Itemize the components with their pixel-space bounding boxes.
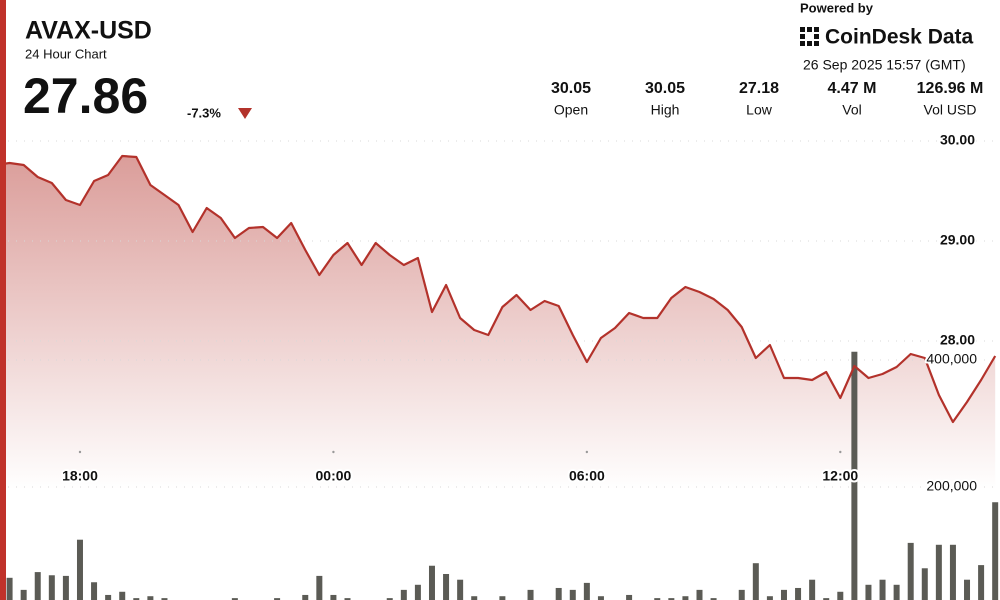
volume-bar bbox=[710, 598, 717, 600]
x-tick bbox=[332, 450, 335, 454]
volume-bar bbox=[119, 591, 126, 600]
volume-bar bbox=[837, 591, 844, 600]
volume-bar bbox=[879, 579, 886, 600]
price-area bbox=[0, 156, 996, 600]
volume-bar bbox=[147, 596, 154, 600]
volume-bar bbox=[696, 589, 703, 600]
volume-bar bbox=[330, 594, 337, 600]
change: -7.3% bbox=[187, 105, 221, 120]
volume-bar bbox=[978, 565, 985, 600]
volume-bar bbox=[766, 596, 773, 600]
volume-bar bbox=[20, 589, 27, 600]
y-tick-label: 30.00 bbox=[940, 132, 975, 148]
x-tick bbox=[78, 450, 82, 454]
accent-strip bbox=[0, 0, 6, 600]
volume-bar bbox=[583, 582, 590, 600]
stat-label: Vol USD bbox=[924, 102, 977, 118]
volume-bar bbox=[400, 589, 407, 600]
volume-bar bbox=[921, 568, 928, 600]
volume-bar bbox=[935, 544, 942, 600]
volume-bar bbox=[48, 575, 55, 600]
plot: 18:00 00:00 06:00 12:00 28.00 29.00 30.00 200,0… bbox=[0, 130, 1000, 600]
stat-value: 4.47 M bbox=[828, 80, 877, 97]
volume-bar bbox=[893, 584, 900, 600]
x-tick-label: 18:00 bbox=[62, 468, 98, 484]
volume-bar bbox=[780, 589, 787, 600]
volume-bar bbox=[682, 596, 689, 600]
y-tick-label: 29.00 bbox=[940, 232, 975, 248]
volume-bar bbox=[6, 577, 13, 600]
volume-bar bbox=[302, 594, 309, 600]
volume-bar bbox=[386, 598, 393, 600]
volume-bar bbox=[668, 598, 675, 600]
volume-bar bbox=[344, 598, 351, 600]
down-arrow bbox=[238, 108, 252, 119]
volume-bar bbox=[626, 594, 633, 600]
brand: CoinDesk Data bbox=[825, 26, 974, 49]
price: 27.86 bbox=[23, 68, 148, 124]
stats: 30.05 Open 30.05 High 27.18 Low 4.47 M Vol 126.9… bbox=[551, 80, 983, 117]
volume-bar bbox=[964, 579, 971, 600]
stat-value: 30.05 bbox=[645, 80, 685, 97]
y2-tick-label: 200,000 bbox=[926, 478, 977, 494]
volume-bar bbox=[597, 596, 604, 600]
stat-value: 27.18 bbox=[739, 80, 779, 97]
volume-bar bbox=[499, 596, 506, 600]
x-tick bbox=[839, 450, 842, 454]
volume-bar bbox=[414, 584, 421, 600]
volume-bar bbox=[992, 502, 999, 600]
x-tick-label: 00:00 bbox=[316, 468, 352, 484]
subtitle: 24 Hour Chart bbox=[25, 46, 107, 61]
x-tick-label: 12:00 bbox=[822, 468, 858, 484]
stat-value: 126.96 M bbox=[917, 80, 984, 97]
volume-bar bbox=[105, 594, 112, 600]
price-line bbox=[0, 154, 997, 424]
volume-bar bbox=[91, 582, 98, 600]
stat-value: 30.05 bbox=[551, 80, 591, 97]
volume-bar bbox=[738, 589, 745, 600]
volume-bar bbox=[457, 579, 464, 600]
powered-by: Powered by bbox=[800, 0, 874, 15]
volume-bar bbox=[527, 589, 534, 600]
volume-bar bbox=[428, 565, 435, 600]
volume-bar bbox=[752, 563, 759, 600]
y2-tick-label: 400,000 bbox=[926, 351, 977, 367]
brand-logo bbox=[800, 27, 819, 46]
x-tick-label: 06:00 bbox=[569, 468, 605, 484]
volume-bar bbox=[654, 598, 661, 600]
volume-bar bbox=[316, 575, 323, 600]
volume-bar bbox=[907, 542, 914, 600]
volume-bar bbox=[949, 544, 956, 600]
volume-bar bbox=[809, 579, 816, 600]
symbol: AVAX-USD bbox=[25, 17, 152, 45]
volume-bar bbox=[865, 584, 872, 600]
volume-bar bbox=[471, 596, 478, 600]
stat-label: Vol bbox=[842, 102, 861, 118]
stat-label: High bbox=[651, 102, 680, 118]
volume-bar bbox=[133, 598, 140, 600]
y-tick-label: 28.00 bbox=[940, 332, 975, 348]
volume-bar bbox=[161, 598, 168, 600]
volume-bar bbox=[851, 351, 858, 600]
volume-bar bbox=[62, 575, 69, 600]
volume-bar bbox=[231, 598, 238, 600]
volume-bar bbox=[76, 539, 83, 600]
x-tick bbox=[585, 450, 589, 454]
volume-bar bbox=[823, 598, 830, 600]
stat-label: Low bbox=[746, 102, 773, 118]
volume-bar bbox=[569, 589, 576, 600]
volume-bar bbox=[555, 587, 562, 600]
timestamp: 26 Sep 2025 15:57 (GMT) bbox=[803, 57, 966, 73]
volume-bar bbox=[34, 572, 41, 600]
volume-bar bbox=[795, 587, 802, 600]
volume-bar bbox=[443, 573, 450, 600]
stat-label: Open bbox=[554, 102, 588, 118]
volume-bar bbox=[274, 598, 281, 600]
